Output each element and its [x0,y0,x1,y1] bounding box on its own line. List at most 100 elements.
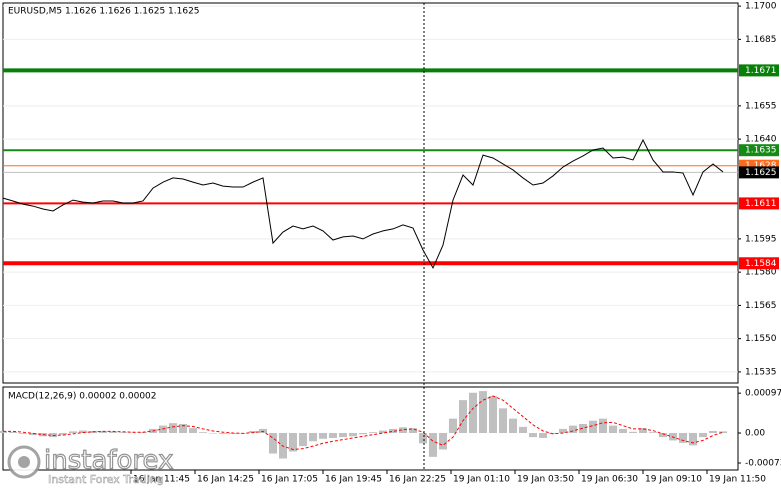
macd-bar [689,433,697,446]
macd-bar [499,408,507,434]
macd-bar [649,432,657,434]
macd-bar [9,431,17,434]
macd-bar [529,433,537,438]
macd-bar [299,433,307,447]
price-line [2,138,724,270]
y-tick-label: 0.00097 [745,389,781,399]
grid [3,5,738,373]
x-tick-label: 16 Jan 14:25 [197,475,254,485]
level-label: 1.1635 [745,146,777,156]
y-tick-label: 1.1685 [745,35,777,45]
y-tick-label: 1.1655 [745,101,777,111]
last-price-label: 1.1625 [745,168,777,178]
macd-bar [329,433,337,438]
macd-bar [369,432,377,434]
macd-bar [219,433,227,434]
macd-bar [469,392,477,434]
x-tick-label: 16 Jan 17:05 [261,475,318,485]
macd-bar [409,428,417,434]
macd-bar [719,431,727,434]
level-label: 1.1584 [745,259,777,269]
macd-bar [249,430,257,434]
macd-bar [619,428,627,434]
macd-bar [199,432,207,434]
main-frame [2,2,739,384]
macd-bar [309,433,317,442]
macd-bar [339,433,347,438]
macd-bar [419,433,427,444]
y-tick-label: 1.1700 [745,2,777,12]
level-tag [739,64,779,77]
macd-bar [569,425,577,434]
macd-bar [99,430,107,434]
signal-line [3,395,724,450]
macd-bar [449,418,457,434]
macd-bar [169,423,177,434]
macd-bar [579,423,587,434]
level-label: 1.1671 [745,66,777,76]
level-tag [739,144,779,157]
macd-frame [2,386,739,471]
macd-bar [539,433,547,438]
y-tick-label: 1.1550 [745,334,777,344]
watermark-tagline: Instant Forex Trading [48,473,164,486]
y-tick-label: 1.1535 [745,367,777,377]
macd-bar [639,428,647,434]
x-tick-label: 16 Jan 19:45 [325,475,382,485]
macd-bar [609,425,617,434]
macd-bar [629,431,637,434]
macd-bar [19,433,27,434]
macd-bar [699,433,707,438]
x-tick-label: 19 Jan 11:50 [709,475,766,485]
macd-bar [29,433,37,436]
y-tick-label: 1.1640 [745,135,777,145]
macd-bar [439,433,447,450]
x-tick-label: 16 Jan 22:25 [389,475,446,485]
macd-bar [589,420,597,434]
macd-bar [79,430,87,434]
macd-bar [599,418,607,434]
y-tick-label: 1.1580 [745,268,777,278]
chart-title: EURUSD,M5 1.1626 1.1626 1.1625 1.1625 [8,7,200,17]
macd-bar [479,391,487,434]
macd-bar [429,433,437,457]
macd-bar [399,427,407,434]
macd-bar [129,432,137,434]
watermark: instaforex Instant Forex Trading [7,445,174,486]
macd-bar [0,430,7,434]
x-tick-label: 19 Jan 03:50 [517,475,574,485]
level-tag [739,197,779,210]
level-tag [739,257,779,270]
macd-bar [489,396,497,434]
macd-bar [319,433,327,439]
macd-bar [269,433,277,454]
y-tick-label: 1.1565 [745,301,777,311]
last-price-tag [739,166,779,179]
macd-bar [709,430,717,434]
macd-bar [519,426,527,434]
macd-bar [459,400,467,434]
level-label: 1.1628 [745,161,777,171]
macd-bar [509,418,517,434]
macd-title: MACD(12,26,9) 0.00002 0.00002 [8,392,157,402]
logo-dot [18,456,30,468]
macd-bar [359,433,367,435]
x-tick-label: 19 Jan 01:10 [453,475,510,485]
macd-bar [289,433,297,452]
macd-bar [679,433,687,443]
macd-bar [59,433,67,435]
macd-bar [209,433,217,434]
macd-bar [389,428,397,434]
y-tick-label: 1.1595 [745,234,777,244]
macd-bar [119,432,127,434]
macd-bar [69,431,77,434]
macd-bar [179,423,187,434]
macd-bar [349,433,357,437]
level-label: 1.1611 [745,199,777,209]
macd-bar [109,431,117,434]
plot [0,68,738,459]
x-tick-label: 19 Jan 09:10 [645,475,702,485]
macd-bar [659,433,667,438]
macd-bar [189,428,197,434]
